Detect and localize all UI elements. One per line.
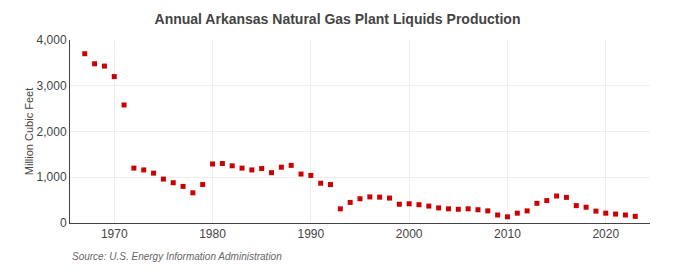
svg-text:2020: 2020 (592, 227, 619, 241)
svg-text:1990: 1990 (297, 227, 324, 241)
svg-text:Annual Arkansas Natural Gas Pl: Annual Arkansas Natural Gas Plant Liquid… (155, 11, 521, 27)
svg-text:Source: U.S. Energy Informatio: Source: U.S. Energy Information Administ… (72, 251, 282, 262)
svg-text:0: 0 (60, 216, 67, 230)
svg-text:1,000: 1,000 (37, 170, 67, 184)
svg-text:1980: 1980 (199, 227, 226, 241)
svg-text:2000: 2000 (396, 227, 423, 241)
svg-text:Million Cubic Feet: Million Cubic Feet (23, 88, 35, 175)
svg-text:2,000: 2,000 (37, 125, 67, 139)
svg-text:2010: 2010 (494, 227, 521, 241)
svg-text:4,000: 4,000 (37, 33, 67, 47)
svg-text:1970: 1970 (101, 227, 128, 241)
svg-text:3,000: 3,000 (37, 79, 67, 93)
